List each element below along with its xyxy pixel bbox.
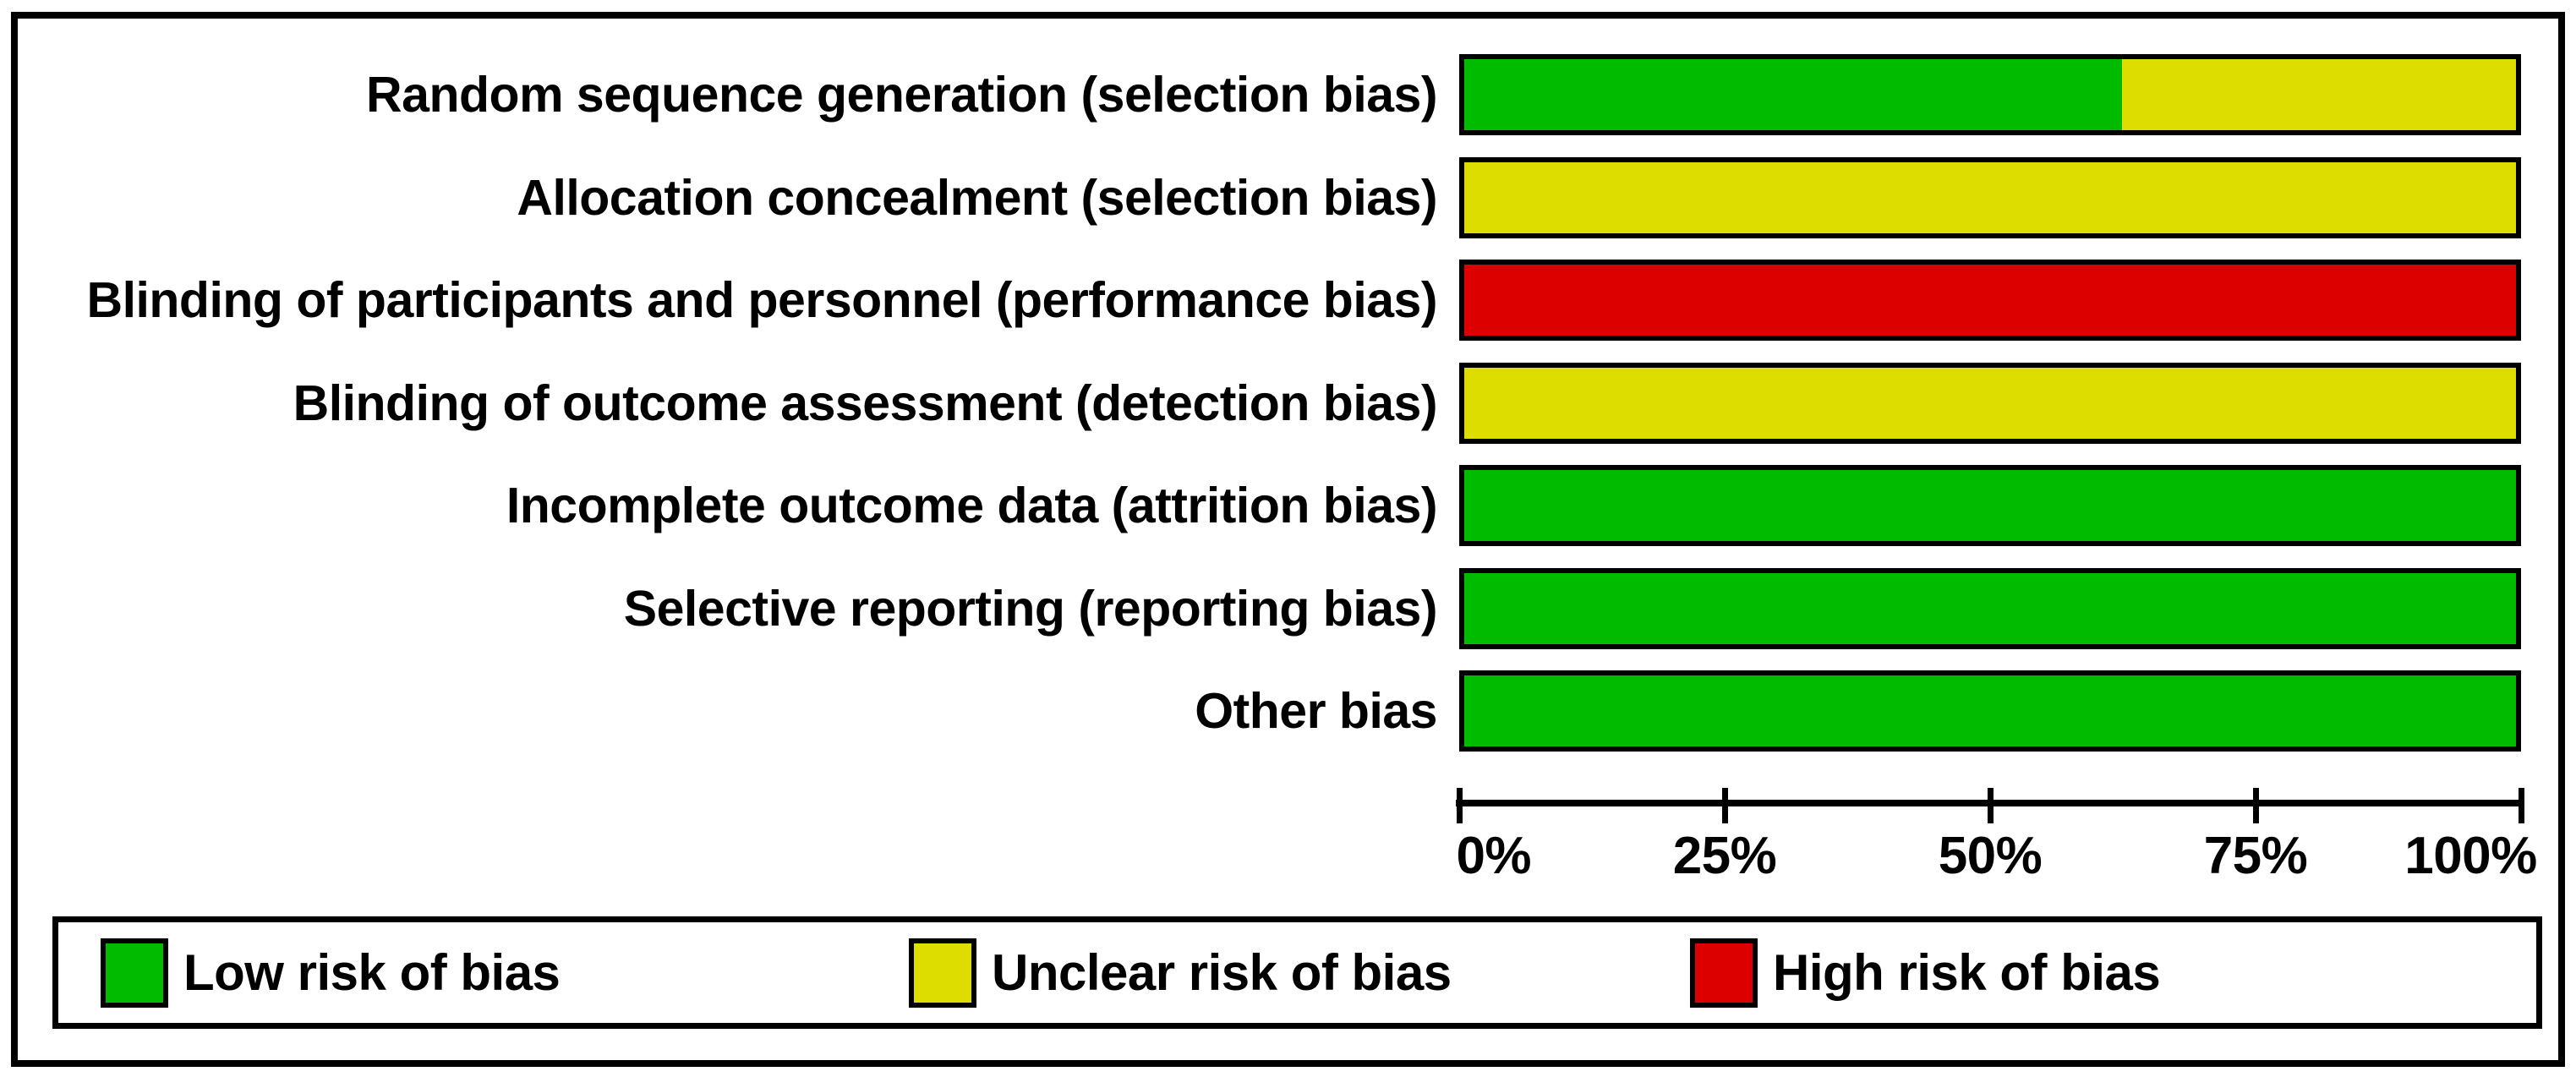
row-label: Other bias: [1195, 683, 1437, 739]
row-label: Selective reporting (reporting bias): [623, 580, 1438, 637]
bar-segment-high: [1464, 265, 2516, 336]
bar-segment-unclear: [1464, 367, 2516, 439]
x-axis-tick: [1721, 788, 1728, 823]
x-axis-tick-label: 50%: [1938, 827, 2043, 885]
row-label: Incomplete outcome data (attrition bias): [506, 478, 1438, 533]
bar-row: [1459, 54, 2521, 135]
legend-swatch-high: [1690, 938, 1758, 1008]
legend-entry: High risk of bias: [1690, 938, 2161, 1008]
x-axis-tick: [2252, 788, 2259, 823]
row-label: Allocation concealment (selection bias): [517, 169, 1437, 226]
x-axis-tick: [1987, 788, 1994, 823]
bar-row: [1459, 465, 2521, 546]
x-axis-tick-label: 100%: [2404, 827, 2537, 885]
bar-segment-unclear: [1464, 161, 2516, 233]
row-label: Random sequence generation (selection bi…: [366, 67, 1437, 123]
x-axis-tick-label: 0%: [1456, 827, 1532, 885]
row-label: Blinding of outcome assessment (detectio…: [293, 374, 1438, 431]
legend-swatch-unclear: [909, 938, 976, 1008]
legend-entry: Low risk of bias: [101, 938, 561, 1008]
bar-row: [1459, 670, 2521, 752]
row-label: Blinding of participants and personnel (…: [86, 272, 1438, 328]
bar-row: [1459, 260, 2521, 341]
bar-segment-low: [1464, 572, 2516, 644]
bar-row: [1459, 156, 2521, 238]
x-axis-tick-label: 75%: [2203, 827, 2308, 885]
bar-segment-low: [1464, 470, 2516, 541]
legend-label: Unclear risk of bias: [992, 944, 1452, 1001]
bar-segment-low: [1464, 59, 2122, 130]
legend-label: Low risk of bias: [183, 944, 561, 1001]
legend-label: High risk of bias: [1773, 944, 2161, 1001]
bar-segment-low: [1464, 675, 2516, 746]
legend-swatch-low: [101, 938, 168, 1008]
bar-row: [1459, 567, 2521, 649]
bar-row: [1459, 362, 2521, 444]
x-axis-tick: [1456, 788, 1463, 823]
x-axis-tick: [2518, 788, 2524, 823]
legend-entry: Unclear risk of bias: [909, 938, 1452, 1008]
bar-segment-unclear: [2121, 59, 2516, 130]
legend-box: Low risk of bias Unclear risk of bias High…: [52, 916, 2542, 1029]
x-axis-tick-label: 25%: [1672, 827, 1777, 885]
